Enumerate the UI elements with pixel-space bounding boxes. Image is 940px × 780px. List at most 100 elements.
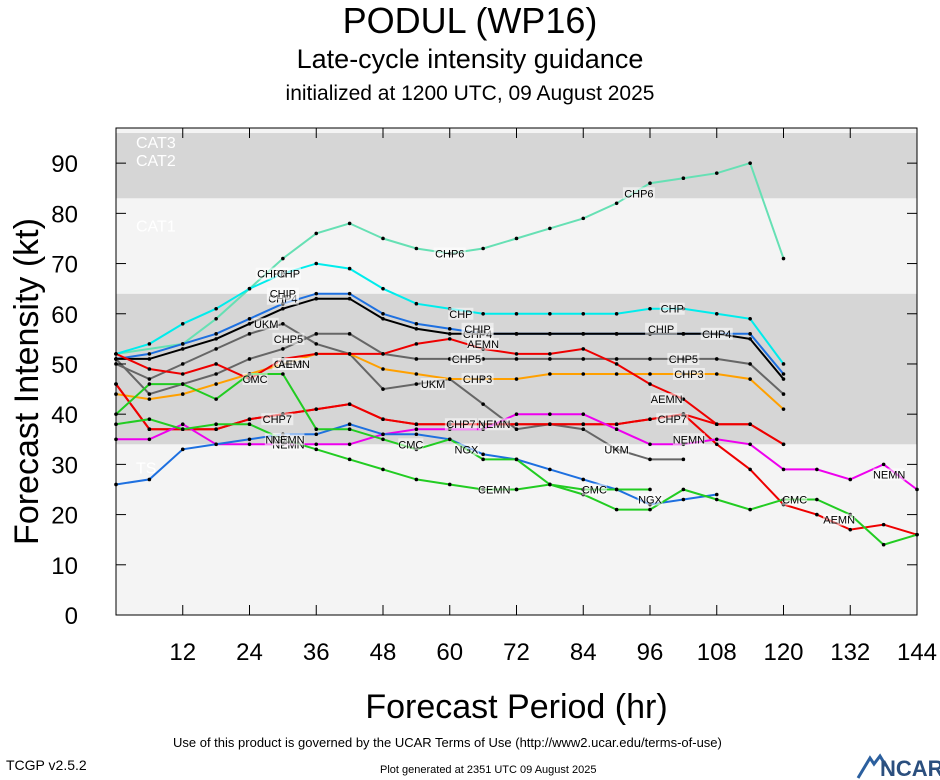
svg-text:CMC: CMC: [398, 439, 423, 451]
data-point-chp6: [714, 171, 719, 175]
data-point-chp4: [147, 352, 152, 356]
svg-text:CMC: CMC: [582, 484, 607, 496]
data-point-nemn: [114, 437, 118, 442]
x-tick-label: 84: [570, 639, 597, 666]
data-point-chp6: [347, 221, 352, 226]
data-point-chp2: [414, 301, 419, 306]
series-label-aemn: AEMN: [467, 337, 500, 351]
data-point-cmc2: [447, 437, 452, 442]
data-point-nemn: [414, 427, 419, 432]
data-point-chp6: [314, 231, 319, 236]
data-point-ngx: [548, 467, 552, 472]
svg-text:NEMN: NEMN: [673, 434, 705, 446]
data-point-chp2: [648, 306, 652, 311]
svg-text:AEMN: AEMN: [823, 515, 855, 527]
svg-text:UKM: UKM: [421, 379, 445, 391]
data-point-chp3: [447, 377, 452, 381]
data-point-chp: [447, 332, 452, 336]
data-point-chp: [781, 377, 786, 381]
data-point-chp7: [114, 382, 118, 386]
data-point-cmc: [147, 417, 152, 421]
y-tick-label: 60: [51, 302, 78, 329]
data-point-chp7: [314, 407, 319, 411]
x-tick-label: 36: [303, 639, 330, 666]
series-label-chp5: CHP5: [272, 332, 305, 346]
data-point-nemn: [614, 427, 619, 432]
data-point-chp5: [581, 357, 586, 361]
data-point-chp5: [781, 392, 786, 396]
series-label-cmc: CMC: [243, 373, 268, 386]
data-point-cmc: [381, 467, 385, 472]
data-point-cmc: [180, 427, 185, 432]
svg-text:CHP6: CHP6: [624, 188, 653, 200]
data-point-chp5: [147, 392, 152, 396]
data-point-aemn: [815, 512, 819, 517]
data-point-chp6: [381, 236, 385, 241]
data-point-chp6: [614, 201, 619, 206]
series-label-chp6: CHP6: [433, 247, 466, 261]
data-point-ukm: [247, 332, 252, 336]
data-point-ngx: [581, 477, 586, 482]
data-point-cmc: [681, 487, 686, 492]
data-point-chp2: [748, 316, 752, 321]
data-point-nemn: [748, 442, 752, 447]
data-point-chp6: [514, 236, 519, 241]
data-point-cmc2: [347, 427, 352, 432]
data-point-chp5: [247, 357, 252, 361]
data-point-chp7: [781, 442, 786, 447]
data-point-cmc2: [281, 372, 285, 376]
series-label-ukm: UKM: [420, 378, 446, 391]
data-point-chp5: [114, 357, 118, 361]
x-tick-label: 108: [697, 639, 737, 666]
data-point-chp: [180, 347, 185, 351]
data-point-cmc2: [548, 482, 552, 487]
data-point-cmc: [114, 422, 118, 427]
band-cat1: [116, 198, 917, 294]
data-point-chp: [214, 337, 218, 341]
series-label-chp7: CHP7: [261, 413, 294, 426]
series-label-ukm: UKM: [604, 443, 630, 456]
data-point-chp6: [548, 226, 552, 231]
series-label-chp2: CHP: [659, 302, 685, 316]
data-point-chp4: [314, 291, 319, 296]
x-tick-label: 48: [370, 639, 397, 666]
x-tick-label: 60: [436, 639, 463, 666]
y-tick-label: 50: [51, 352, 78, 379]
series-label-nemn: NEMN: [478, 418, 510, 431]
x-tick-label: 24: [236, 639, 263, 666]
series-label-cmc: CMC: [782, 493, 807, 507]
series-label-aemn: AEMN: [650, 393, 683, 406]
data-point-chp3: [648, 372, 652, 376]
data-point-chp: [381, 316, 385, 321]
x-tick-label: 12: [169, 639, 196, 666]
data-point-nemn: [180, 422, 185, 427]
data-point-chp3: [548, 372, 552, 376]
data-point-chp5: [548, 357, 552, 361]
data-point-chp: [548, 332, 552, 336]
svg-text:CHP6: CHP6: [435, 249, 464, 261]
data-point-aemn: [714, 442, 719, 447]
data-point-ukm: [281, 322, 285, 326]
data-point-chp2: [548, 311, 552, 316]
svg-text:CHP5: CHP5: [274, 334, 303, 346]
data-point-chp: [748, 337, 752, 341]
data-point-aemn2: [214, 362, 218, 366]
series-label-ngx: NGX: [637, 493, 663, 507]
data-point-chp6: [648, 181, 652, 186]
data-point-chp7: [214, 427, 218, 432]
x-tick-label: 72: [503, 639, 530, 666]
y-tick-label: 90: [51, 151, 78, 178]
series-label-chp5: CHP5: [450, 352, 483, 366]
series-label-nemn2: NEMN: [272, 433, 305, 446]
series-label-aemn: AEMN: [278, 357, 310, 371]
data-point-chp4: [180, 342, 185, 346]
svg-text:CHIP: CHIP: [270, 289, 296, 301]
data-point-chp3: [414, 372, 419, 376]
x-tick-label: 96: [637, 639, 664, 666]
band-ts: [116, 293, 917, 445]
data-point-cmc2: [514, 457, 519, 462]
data-point-aemn2: [180, 372, 185, 376]
svg-text:CHIP: CHIP: [464, 324, 490, 336]
data-point-chp5: [614, 357, 619, 361]
series-label-nemn: NEMN: [873, 468, 905, 481]
